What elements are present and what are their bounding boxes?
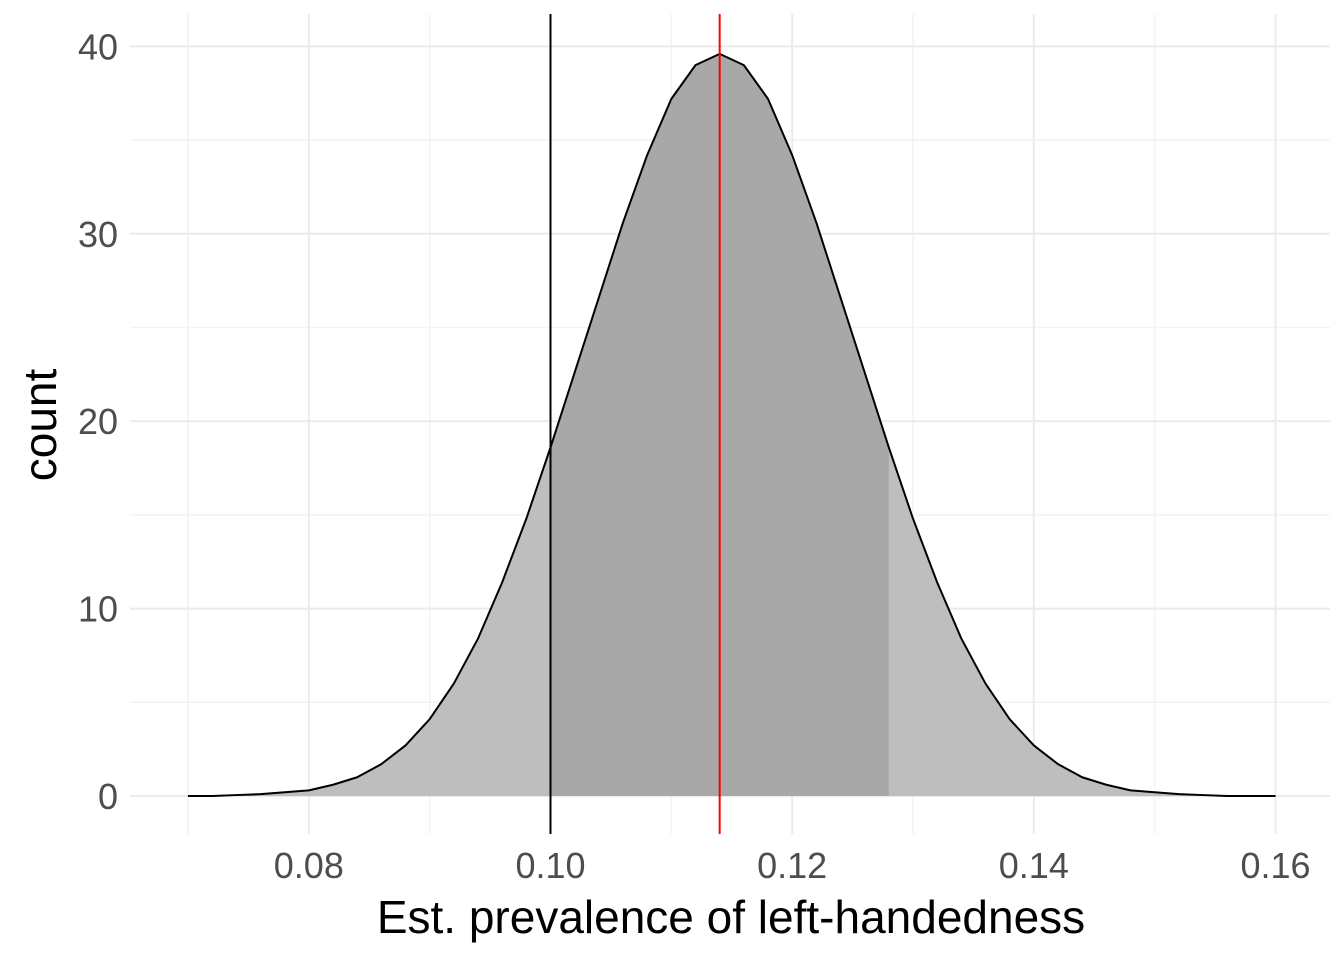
y-axis-title: count <box>14 369 66 482</box>
x-tick-label: 0.12 <box>757 845 827 886</box>
y-tick-label: 20 <box>78 401 118 442</box>
x-axis-title: Est. prevalence of left-handedness <box>377 891 1085 943</box>
y-tick-label: 40 <box>78 26 118 67</box>
y-tick-label: 0 <box>98 776 118 817</box>
x-tick-label: 0.08 <box>274 845 344 886</box>
density-curve <box>188 52 1276 797</box>
y-axis-ticks: 0 10 20 30 40 <box>78 26 118 817</box>
x-tick-label: 0.10 <box>515 845 585 886</box>
y-tick-label: 30 <box>78 214 118 255</box>
density-fills <box>188 53 1276 797</box>
x-axis-ticks: 0.08 0.10 0.12 0.14 0.16 <box>274 845 1311 886</box>
x-tick-label: 0.16 <box>1240 845 1310 886</box>
y-tick-label: 10 <box>78 589 118 630</box>
density-curve-and-markers <box>188 14 1276 834</box>
x-tick-label: 0.14 <box>999 845 1069 886</box>
